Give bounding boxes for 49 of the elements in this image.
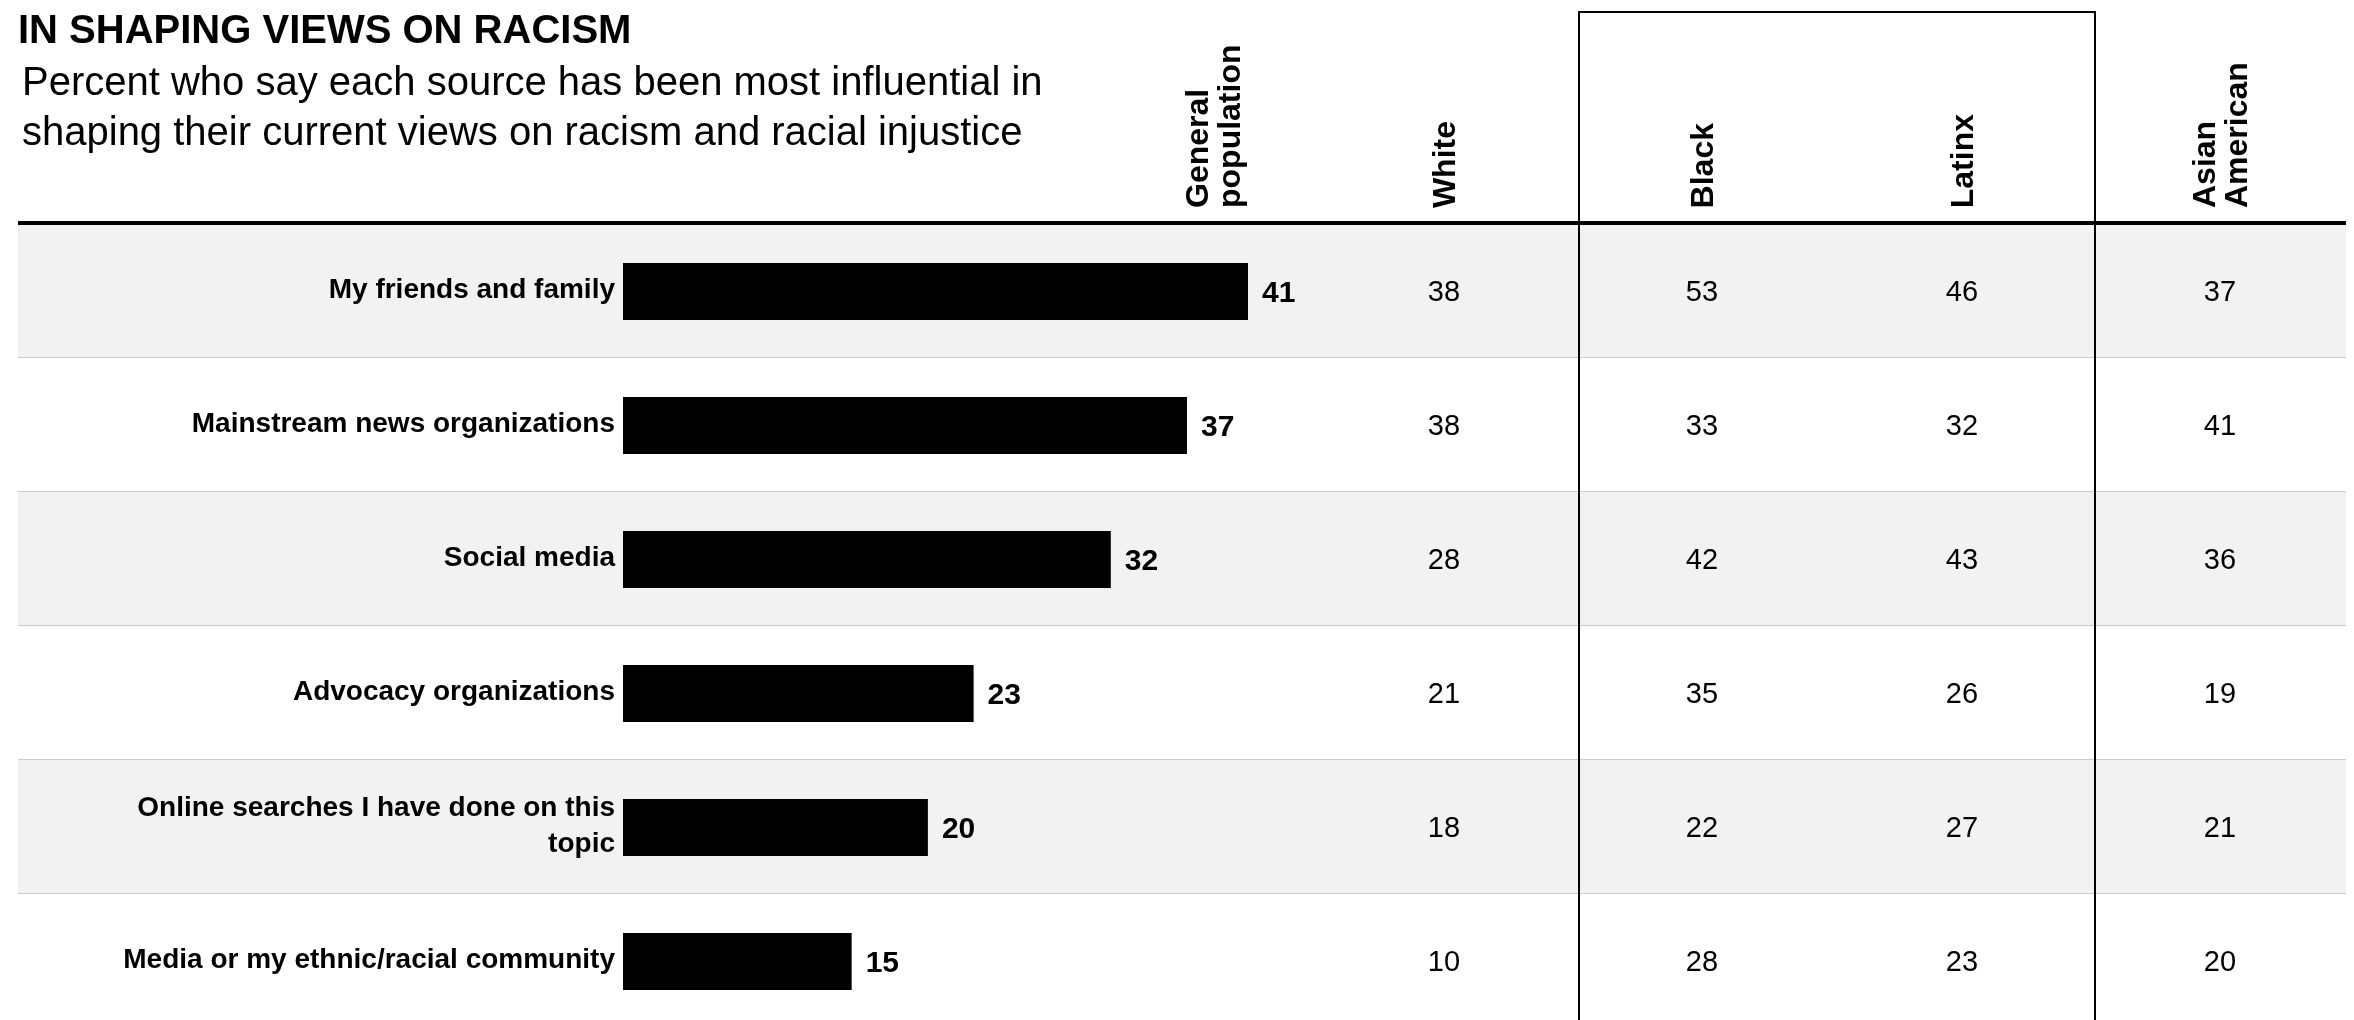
data-label: 20 xyxy=(941,811,976,845)
data-label: 32 xyxy=(1944,407,1980,443)
data-label: 28 xyxy=(1684,943,1720,979)
data-label: 20 xyxy=(2202,943,2238,979)
text: Black xyxy=(1684,122,1720,208)
data-label: 19 xyxy=(2202,675,2238,711)
data-label: 37 xyxy=(2202,273,2238,309)
data-label: 41 xyxy=(2202,407,2238,443)
bar xyxy=(623,531,1111,588)
data-label: 10 xyxy=(1426,943,1462,979)
data-label: 38 xyxy=(1426,273,1462,309)
data-label: 26 xyxy=(1944,675,1980,711)
y-tick-label: Online searches I have done on this topic xyxy=(137,791,615,859)
y-tick-label: Media or my ethnic/racial community xyxy=(123,943,616,975)
text: Latinx xyxy=(1944,113,1980,208)
data-label: 35 xyxy=(1684,675,1720,711)
data-label: 33 xyxy=(1684,407,1720,443)
text: General population xyxy=(1179,43,1247,208)
bar xyxy=(623,665,974,722)
data-label: 42 xyxy=(1684,541,1720,577)
data-label: 23 xyxy=(1944,943,1980,979)
data-label: 36 xyxy=(2202,541,2238,577)
data-label: 21 xyxy=(1426,675,1462,711)
bar xyxy=(623,799,928,856)
data-label: 46 xyxy=(1944,273,1980,309)
data-label: 22 xyxy=(1684,809,1720,845)
y-tick-label: My friends and family xyxy=(328,273,616,305)
chart-subtitle: Percent who say each source has been most influential in shaping their current views on racism and racial injustice xyxy=(22,58,1044,155)
data-label: 53 xyxy=(1684,273,1720,309)
bar xyxy=(623,263,1248,320)
text: White xyxy=(1426,120,1462,208)
data-label: 41 xyxy=(1262,275,1296,309)
data-label: 32 xyxy=(1124,543,1159,577)
y-tick-label: Social media xyxy=(443,541,616,573)
data-label: 37 xyxy=(1201,409,1235,443)
chart-title: IN SHAPING VIEWS ON RACISM xyxy=(18,7,632,51)
y-tick-label: Advocacy organizations xyxy=(292,675,615,707)
bar xyxy=(623,397,1188,454)
text: Asian American xyxy=(2186,61,2254,208)
bar xyxy=(623,933,852,990)
data-label: 38 xyxy=(1426,407,1462,443)
data-label: 23 xyxy=(987,677,1021,711)
data-label: 18 xyxy=(1426,809,1462,845)
data-label: 28 xyxy=(1426,541,1462,577)
data-label: 27 xyxy=(1944,809,1980,845)
data-label: 43 xyxy=(1944,541,1980,577)
data-label: 21 xyxy=(2202,809,2238,845)
data-label: 15 xyxy=(865,945,900,979)
y-tick-label: Mainstream news organizations xyxy=(191,407,615,439)
